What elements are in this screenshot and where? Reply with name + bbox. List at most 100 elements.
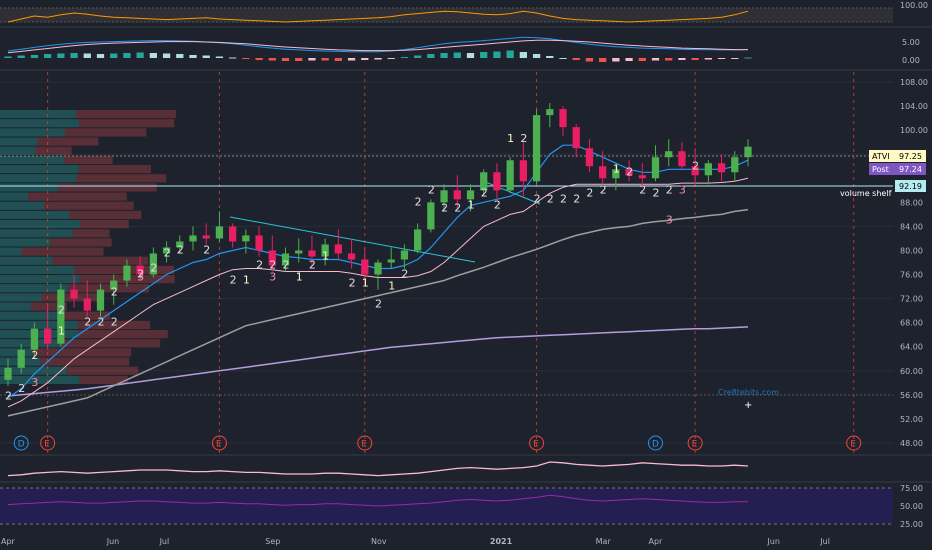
macd-histogram-bar [717, 58, 726, 59]
trendline-upper[interactable] [229, 216, 476, 263]
candle-body [123, 265, 131, 281]
macd-histogram-bar [295, 58, 303, 61]
dividend-marker-circle[interactable] [13, 435, 29, 451]
volume-profile-bar-down [44, 201, 134, 210]
count-label: 2 [98, 316, 105, 329]
count-label: 2 [111, 286, 118, 299]
earnings-marker-letter: E [850, 440, 856, 450]
volume-profile-bar-up [0, 348, 33, 357]
top-oscillator-pane [0, 7, 893, 23]
candle-body [268, 250, 276, 266]
volume-profile-bar-down [61, 339, 161, 348]
price-axis-label: 76.00 [900, 271, 923, 280]
macd-histogram-bar [334, 58, 342, 61]
candle-body [453, 190, 461, 200]
count-label: 2 [547, 192, 554, 205]
volume-profile-bar-up [0, 339, 62, 348]
count-label: 3 [137, 271, 144, 284]
macd-histogram-bar [149, 53, 157, 58]
volume-profile-bar-up [0, 265, 75, 274]
candle-body [532, 115, 541, 182]
count-label: 2 [137, 268, 144, 281]
count-label: 1 [388, 280, 395, 293]
price-label-last[interactable]: ATVI 97.25 [869, 150, 926, 162]
count-label: 2 [31, 349, 38, 362]
macd-histogram-bar [453, 52, 461, 58]
earnings-marker-circle[interactable] [846, 435, 862, 451]
dividend-marker-circle[interactable] [648, 435, 663, 451]
macd-histogram-bar [691, 58, 699, 60]
macd-histogram-bar [493, 51, 501, 58]
candle-body [242, 235, 250, 242]
price-axis-label: 80.00 [900, 246, 923, 255]
macd-histogram-bar [519, 52, 527, 58]
macd-histogram-bar [546, 56, 554, 58]
candle-body [374, 262, 382, 275]
volume-profile-bar-down [30, 302, 67, 311]
candle-body [202, 235, 210, 239]
count-label: 1 [296, 271, 303, 284]
macd-histogram-bar [599, 58, 607, 62]
count-label: 1 [507, 132, 514, 145]
count-label: 1 [468, 198, 475, 211]
dividend-marker-letter: D [652, 440, 659, 450]
macd-histogram-bar [625, 58, 633, 61]
count-label: 2 [150, 262, 157, 275]
macd-histogram-bar [427, 54, 435, 58]
macd-histogram-bar [70, 53, 78, 58]
earnings-marker-circle[interactable] [357, 435, 373, 451]
earnings-marker-circle[interactable] [211, 435, 227, 451]
count-label: 2 [560, 192, 567, 205]
price-axis-label: 56.00 [900, 391, 923, 400]
count-label: 1 [362, 277, 369, 290]
candle-body [651, 157, 660, 179]
count-label: 1 [322, 249, 329, 262]
count-label: 2 [494, 198, 501, 211]
earnings-marker-circle[interactable] [687, 435, 703, 451]
volume-profile-bar-up [0, 146, 36, 155]
volume-profile-bar-up [0, 174, 77, 183]
time-axis-label: Apr [649, 537, 664, 546]
candle-body [665, 151, 673, 158]
count-label: 2 [164, 246, 171, 259]
price-label-post[interactable]: Post 97.24 [869, 163, 926, 175]
candle-body [440, 190, 448, 203]
macd-histogram-bar [229, 57, 237, 59]
price-label-last-tag-bg [869, 150, 895, 162]
count-label: 2 [177, 243, 184, 256]
candle-body [678, 151, 686, 167]
volume-profile-bar-down [69, 210, 142, 219]
volume-profile-bar-up [0, 320, 78, 329]
trendline-breakout[interactable] [482, 180, 541, 205]
candle-body [572, 127, 580, 149]
macd-histogram-bar [612, 58, 620, 62]
time-axis-label: Jun [106, 537, 120, 546]
macd-histogram-bar [572, 58, 580, 60]
volatility-pane [7, 461, 749, 477]
volume-profile-bar-up [0, 238, 51, 247]
volume-profile-bar-down [72, 229, 110, 238]
volume-profile-bar-up [0, 293, 42, 302]
price-label-level[interactable]: 92.19 [895, 180, 926, 192]
volume-profile-bar-down [67, 284, 149, 293]
candle-body [493, 172, 501, 191]
count-label: 2 [415, 195, 422, 208]
count-label: 2 [520, 132, 527, 145]
volume-profile-bar-down [79, 375, 128, 384]
earnings-marker-circle[interactable] [40, 435, 56, 451]
ma-long-line [7, 326, 749, 397]
time-axis[interactable]: Apr Jun Jul Sep Nov 2021 Mar Apr Jun Jul [1, 537, 830, 546]
macd-axis-label: 0.00 [902, 56, 920, 65]
candle-body [559, 109, 567, 128]
volume-profile-bar-down [77, 330, 168, 339]
macd-histogram-bar [387, 58, 395, 59]
macd-histogram-bar [466, 53, 475, 58]
earnings-marker-circle[interactable] [529, 435, 545, 451]
candle-body [400, 250, 409, 260]
candle-body [215, 226, 224, 239]
macd-histogram-bar [480, 52, 488, 58]
count-label: 2 [626, 165, 633, 178]
